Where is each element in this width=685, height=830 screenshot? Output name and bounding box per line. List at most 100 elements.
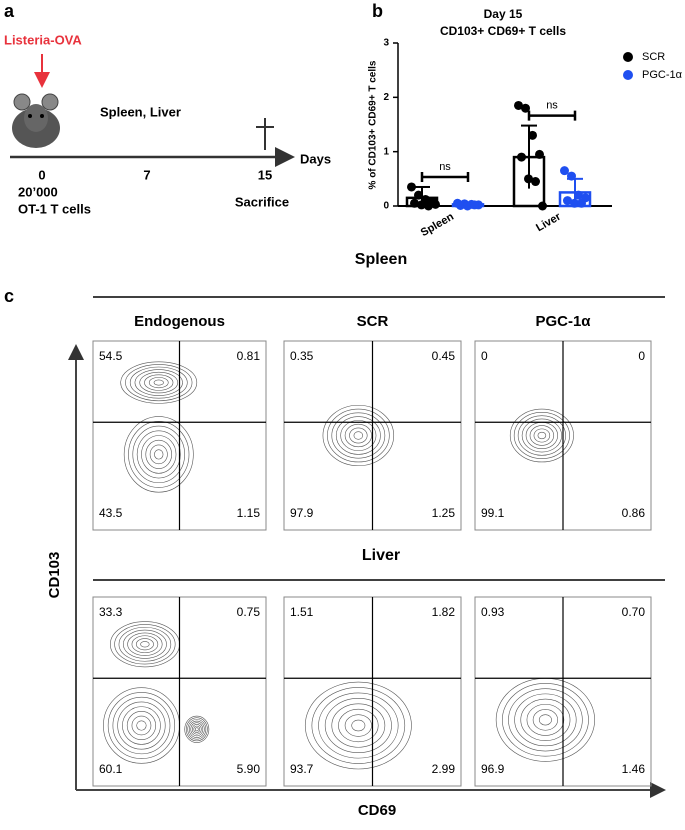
contour	[139, 371, 179, 394]
contour	[109, 621, 180, 668]
contour	[154, 449, 164, 460]
section-title: Spleen	[355, 251, 407, 268]
quadrant-value: 1.46	[622, 762, 646, 776]
contour	[509, 408, 574, 463]
plot-title: SCR	[357, 313, 389, 330]
contour	[141, 435, 177, 474]
data-point	[417, 200, 426, 210]
data-point	[521, 103, 530, 113]
quadrant-value: 2.99	[432, 762, 456, 776]
contour	[140, 641, 150, 648]
data-point	[538, 201, 547, 211]
contour	[120, 361, 198, 404]
contour	[533, 428, 551, 443]
plot-title: PGC-1α	[535, 313, 591, 330]
contour	[525, 421, 559, 450]
event: Spleen, Liver	[100, 104, 181, 119]
data-point	[514, 100, 523, 110]
quadrant-value: 43.5	[99, 506, 123, 520]
treatment: Listeria-OVA	[4, 32, 82, 47]
data-point	[531, 177, 540, 187]
data-point	[560, 166, 569, 176]
annotation: ns	[546, 99, 558, 111]
contour	[144, 374, 174, 391]
contour	[344, 423, 372, 448]
quadrant-value: 0	[481, 349, 488, 363]
contour	[318, 692, 399, 759]
contour	[191, 724, 202, 735]
note: Sacrifice	[235, 194, 289, 209]
contour	[128, 421, 190, 488]
data-point	[463, 201, 472, 211]
contour	[126, 711, 157, 740]
contour	[112, 696, 171, 755]
legend-marker	[623, 70, 633, 80]
contour	[311, 687, 406, 764]
contour	[521, 418, 562, 453]
contour	[135, 638, 154, 651]
contour	[331, 703, 386, 748]
y-axis-label: % of CD103+ CD69+ T cells	[368, 60, 379, 189]
contour	[335, 416, 381, 455]
contour	[353, 431, 364, 440]
contour	[184, 715, 210, 743]
quadrant-value: 96.9	[481, 762, 505, 776]
contour	[125, 364, 193, 402]
contour	[131, 715, 152, 736]
contour	[131, 635, 159, 654]
flow-plot: 0.93 0.70 96.9 1.46	[474, 596, 652, 787]
contour	[351, 719, 366, 732]
significance-bracket	[420, 171, 470, 182]
contour	[129, 366, 188, 399]
chart-subtitle: CD103+ CD69+ T cells	[440, 24, 566, 38]
contour	[103, 687, 180, 764]
quadrant-value: 0	[638, 349, 645, 363]
y-tick-label: 1	[383, 146, 389, 157]
quadrant-value: 1.51	[290, 605, 314, 619]
quadrant-value: 33.3	[99, 605, 123, 619]
flow-plot: 0 0 99.1 0.86	[474, 340, 652, 531]
contour	[304, 681, 412, 770]
x-tick-label: Liver	[534, 210, 563, 234]
legend-label: PGC-1α	[642, 69, 683, 81]
panel-label: c	[4, 286, 14, 306]
section-title: Liver	[362, 547, 400, 564]
flow-plot: 54.5 0.81 43.5 1.15	[92, 340, 267, 531]
contour	[526, 703, 565, 736]
flow-plot: 1.51 1.82 93.7 2.99	[283, 596, 462, 787]
contour	[188, 720, 205, 738]
contour	[185, 717, 208, 742]
contour	[193, 725, 201, 733]
plot-title: Endogenous	[134, 313, 225, 330]
contour	[194, 727, 199, 732]
flow-plot: 33.3 0.75 60.1 5.90	[92, 596, 267, 787]
y-axis-label: CD103	[46, 552, 63, 599]
contour	[538, 714, 552, 726]
data-point	[470, 200, 479, 210]
axis-label: Days	[300, 151, 331, 166]
contour	[322, 404, 395, 467]
contour	[153, 379, 164, 386]
contour	[122, 629, 167, 659]
significance-bracket	[527, 110, 577, 121]
quadrant-value: 0.93	[481, 605, 505, 619]
data-point	[407, 182, 416, 192]
quadrant-value: 93.7	[290, 762, 314, 776]
legend-label: SCR	[642, 51, 665, 63]
x-tick-label: Spleen	[419, 211, 456, 240]
data-point	[414, 190, 423, 200]
contour	[117, 701, 166, 750]
contour	[517, 415, 566, 456]
data-point	[577, 198, 586, 208]
contour	[149, 444, 168, 465]
note: OT-1 T cells	[18, 201, 91, 216]
quadrant-value: 1.25	[432, 506, 456, 520]
contour	[532, 709, 559, 731]
data-point	[563, 196, 572, 206]
contour	[118, 626, 172, 662]
contour	[537, 431, 547, 440]
contour	[520, 698, 571, 741]
day-tick: 0	[38, 167, 45, 182]
y-tick-label: 0	[383, 201, 389, 212]
